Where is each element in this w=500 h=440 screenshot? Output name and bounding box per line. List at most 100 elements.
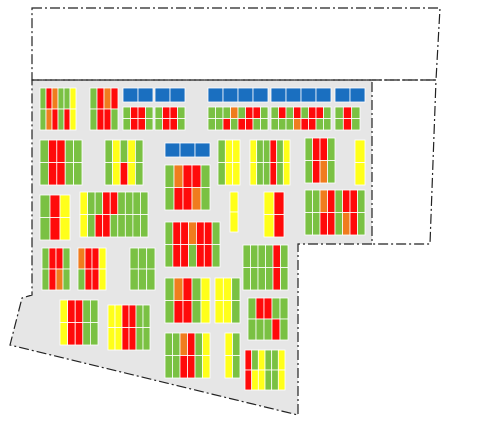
cell (315, 87, 332, 103)
cell (162, 106, 171, 119)
cell (278, 118, 287, 131)
cell (271, 349, 279, 371)
cell (224, 139, 234, 163)
cell (230, 106, 239, 119)
cell (242, 244, 251, 268)
cell (191, 187, 202, 211)
cell (59, 217, 71, 241)
cell (135, 304, 144, 328)
cell (94, 214, 104, 238)
cell (200, 277, 211, 301)
cell (173, 277, 184, 301)
cell (94, 191, 104, 215)
cell (90, 299, 99, 323)
cell (273, 214, 285, 238)
cell (122, 87, 139, 103)
cell (278, 106, 287, 119)
cell (214, 300, 224, 324)
cell (251, 369, 259, 391)
cell (257, 267, 266, 291)
cell (237, 106, 246, 119)
cell (146, 247, 156, 270)
cell (237, 118, 246, 131)
cell (231, 277, 241, 301)
cell (164, 244, 174, 268)
cell (73, 139, 83, 163)
cell (164, 277, 175, 301)
cell (74, 322, 84, 346)
cell (257, 244, 266, 268)
cell (202, 355, 211, 379)
cell (145, 118, 154, 131)
cell (211, 221, 221, 245)
cell (169, 106, 178, 119)
cell (103, 87, 112, 110)
cell (262, 139, 271, 163)
cell (124, 214, 134, 238)
cell (117, 191, 126, 215)
cell (63, 108, 71, 131)
cell (271, 369, 279, 391)
cell (334, 87, 351, 103)
cell (237, 87, 254, 103)
cell (264, 349, 273, 371)
cell (164, 187, 175, 211)
cell (319, 189, 328, 213)
cell (312, 160, 321, 184)
cell (300, 106, 309, 119)
cell (263, 318, 273, 341)
cell (222, 118, 231, 131)
cell (323, 106, 332, 119)
cell (312, 137, 321, 161)
cell (51, 108, 59, 131)
cell (280, 267, 289, 291)
cell (127, 139, 136, 163)
cell (242, 267, 251, 291)
cell (207, 106, 216, 119)
cell (59, 194, 71, 218)
cell (247, 318, 257, 341)
cell (327, 189, 336, 213)
cell (172, 221, 182, 245)
cell (252, 118, 261, 131)
cell (135, 327, 144, 351)
cell (279, 297, 289, 320)
cell (140, 191, 149, 215)
cell (319, 212, 328, 236)
cell (191, 277, 202, 301)
cell (48, 162, 58, 186)
cell (137, 247, 148, 270)
cell (280, 244, 289, 268)
cell (194, 142, 211, 158)
cell (232, 332, 241, 356)
cell (214, 277, 224, 301)
cell (49, 194, 61, 218)
cell (255, 318, 265, 341)
cell (194, 355, 203, 379)
cell (304, 212, 313, 236)
cell (327, 137, 336, 161)
cell (230, 118, 239, 131)
cell (279, 318, 289, 341)
cell (164, 142, 181, 158)
cell (270, 106, 279, 119)
cell (231, 300, 241, 324)
cell (182, 277, 193, 301)
cell (182, 300, 193, 324)
cell (312, 212, 321, 236)
cell (265, 244, 274, 268)
cell (187, 332, 196, 356)
cell (256, 139, 264, 163)
cell (109, 214, 119, 238)
cell (257, 349, 266, 371)
cell (164, 221, 174, 245)
cell (154, 118, 163, 131)
cell (69, 87, 77, 110)
cell (351, 106, 361, 119)
cell (354, 162, 366, 186)
cell (342, 212, 351, 236)
cell (270, 118, 279, 131)
cell (169, 118, 178, 131)
cell (262, 162, 271, 186)
